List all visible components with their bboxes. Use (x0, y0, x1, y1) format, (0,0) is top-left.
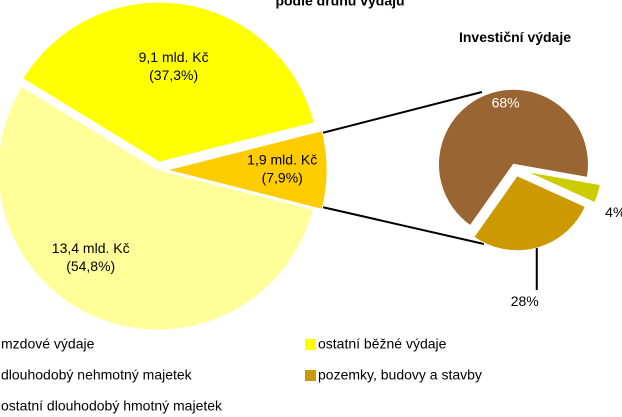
legend-label: dlouhodobý nehmotný majetek (1, 367, 193, 383)
connector (321, 206, 485, 245)
legend-label: pozemky, budovy a stavby (318, 367, 482, 383)
legend-label: mzdové výdaje (1, 336, 95, 352)
pie-slice (437, 88, 589, 227)
slice-value-label: 68% (492, 95, 520, 111)
slice-value-label: (37,3%) (149, 67, 198, 83)
legend-label: ostatní běžné výdaje (318, 336, 447, 352)
legend-label: ostatní dlouhodobý hmotný majetek (1, 398, 223, 414)
legend-swatch (305, 370, 316, 381)
slice-value-label: (54,8%) (66, 258, 115, 274)
pie-slice (526, 171, 601, 204)
slice-amount-label: 9,1 mld. Kč (139, 49, 209, 65)
legend-swatch (305, 339, 316, 350)
pie-slice (166, 130, 328, 210)
pie-slice (473, 175, 587, 252)
slice-value-label: 4% (605, 204, 622, 220)
slice-value-label: 28% (511, 293, 539, 309)
secondary-title: Investiční výdaje (459, 29, 571, 45)
pie-slice (0, 85, 314, 331)
chart-title: podle druhu výdajů (275, 0, 404, 9)
slice-amount-label: 1,9 mld. Kč (247, 152, 317, 168)
slice-value-label: (7,9%) (262, 170, 303, 186)
pie-slice (22, 1, 315, 163)
secondary-title-text: Investiční výdaje (459, 29, 571, 45)
slice-amount-label: 13,4 mld. Kč (52, 240, 130, 256)
connector (321, 91, 483, 134)
